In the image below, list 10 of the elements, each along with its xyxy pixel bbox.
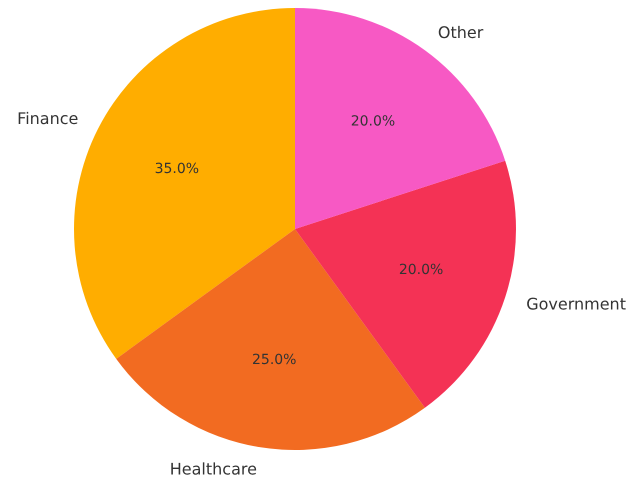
pie-slice xyxy=(295,160,516,408)
slice-label: Government xyxy=(526,294,626,314)
data-label: 20.0% xyxy=(350,114,396,130)
pie-slice xyxy=(295,8,506,229)
slice-label: Healthcare xyxy=(170,460,257,479)
data-label: 25.0% xyxy=(252,352,296,368)
slice-label: Finance xyxy=(17,109,78,128)
slice-label: Other xyxy=(438,22,484,42)
data-label: 20.0% xyxy=(398,262,444,278)
data-label: 35.0% xyxy=(154,160,200,177)
